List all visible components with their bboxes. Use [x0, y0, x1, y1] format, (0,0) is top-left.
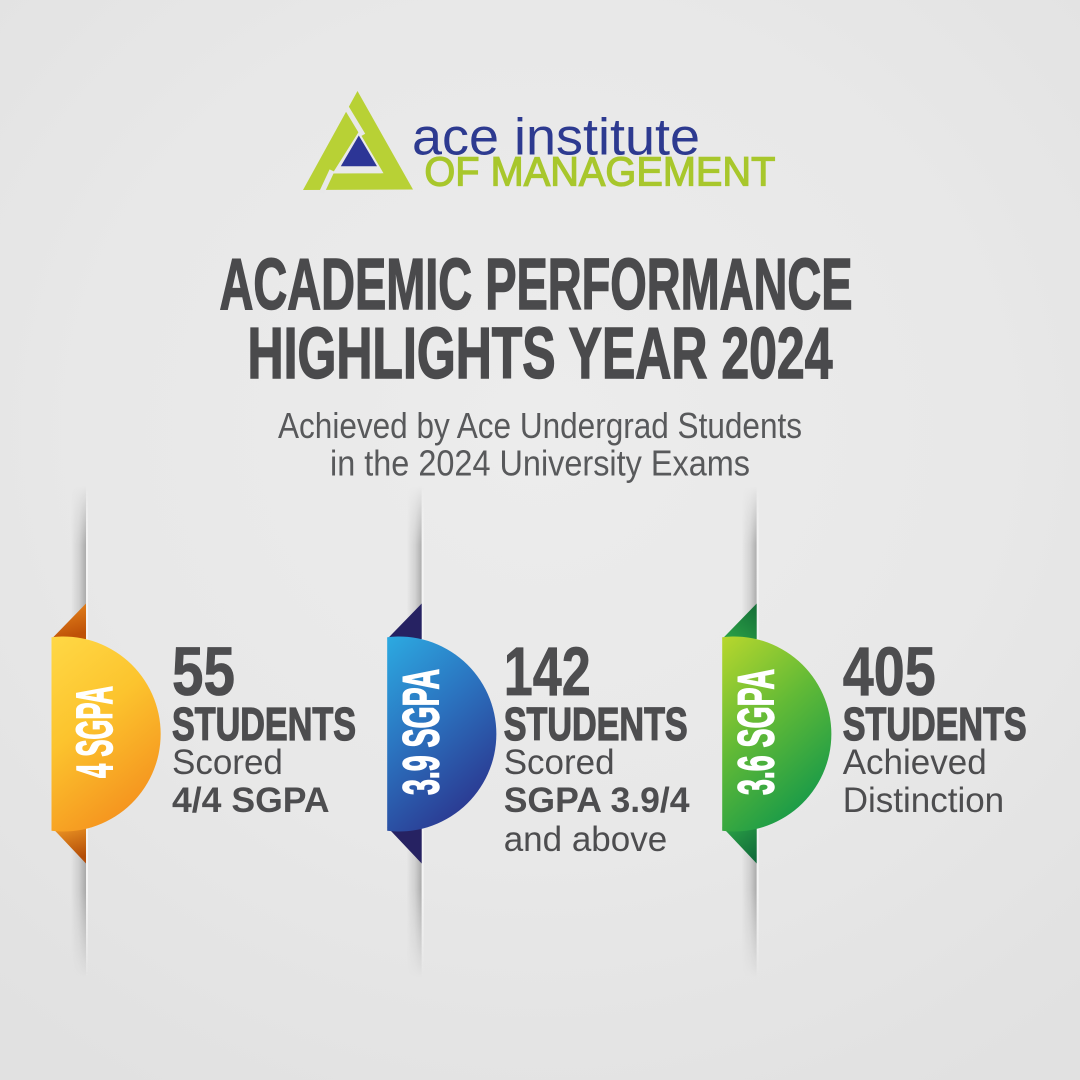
svg-text:Achieved by Ace Undergrad Stud: Achieved by Ace Undergrad Students: [278, 405, 802, 446]
svg-text:142: 142: [504, 633, 591, 710]
svg-text:3.6 SGPA: 3.6 SGPA: [728, 669, 785, 795]
svg-text:STUDENTS: STUDENTS: [172, 698, 356, 750]
svg-text:4/4 SGPA: 4/4 SGPA: [172, 780, 330, 820]
svg-text:STUDENTS: STUDENTS: [504, 698, 688, 750]
svg-text:HIGHLIGHTS YEAR 2024: HIGHLIGHTS YEAR 2024: [248, 313, 833, 394]
svg-text:STUDENTS: STUDENTS: [843, 698, 1027, 750]
svg-text:ace institute: ace institute: [412, 107, 700, 165]
svg-text:Scored: Scored: [504, 743, 615, 782]
svg-text:and above: and above: [504, 820, 667, 859]
svg-text:4 SGPA: 4 SGPA: [66, 686, 123, 778]
svg-text:OF MANAGEMENT: OF MANAGEMENT: [424, 149, 775, 195]
svg-text:Achieved: Achieved: [843, 743, 987, 782]
svg-text:SGPA 3.9/4: SGPA 3.9/4: [504, 780, 690, 820]
svg-text:in the 2024 University Exams: in the 2024 University Exams: [330, 443, 750, 484]
svg-text:3.9 SGPA: 3.9 SGPA: [393, 669, 450, 795]
svg-text:ACADEMIC PERFORMANCE: ACADEMIC PERFORMANCE: [220, 244, 853, 325]
svg-text:Scored: Scored: [172, 743, 283, 782]
svg-text:405: 405: [843, 633, 936, 710]
svg-text:55: 55: [172, 633, 235, 710]
svg-text:Distinction: Distinction: [843, 781, 1004, 820]
